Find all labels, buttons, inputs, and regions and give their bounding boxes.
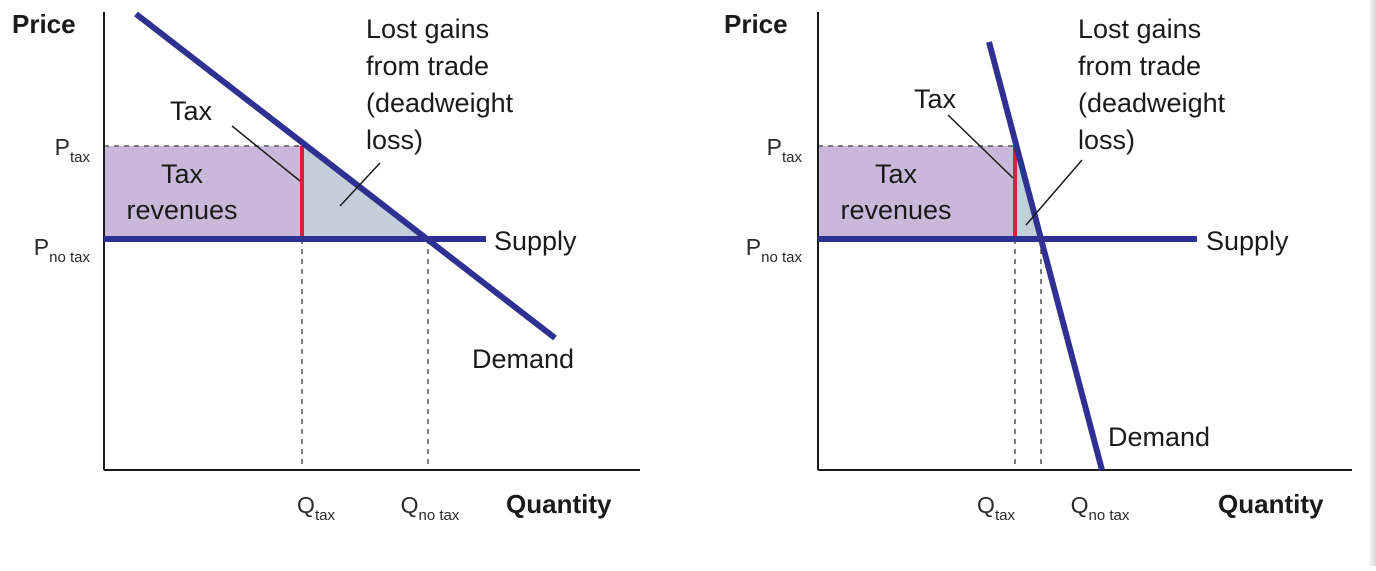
p-no-tax-label-sub: no tax xyxy=(761,249,802,266)
deadweight-leader-line xyxy=(339,162,381,207)
deadweight-loss-label-line: from trade xyxy=(366,51,489,81)
q-no-tax-label: Qno tax xyxy=(1071,492,1130,524)
q-tax-label-main: Q xyxy=(297,492,315,518)
deadweight-loss-label-line: Lost gains xyxy=(366,14,489,44)
supply-label: Supply xyxy=(494,226,577,256)
demand-label: Demand xyxy=(472,344,574,374)
q-no-tax-label: Qno tax xyxy=(401,492,460,524)
demand-curve xyxy=(134,11,557,341)
tax-label: Tax xyxy=(170,96,213,126)
y-axis-title: Price xyxy=(12,9,76,39)
q-tax-label-main: Q xyxy=(977,492,995,518)
demand-label: Demand xyxy=(1108,422,1210,452)
q-no-tax-label-main: Q xyxy=(401,492,419,518)
tax-revenues-label-line: revenues xyxy=(126,195,237,225)
right-edge-shadow xyxy=(1370,0,1376,566)
q-no-tax-label-sub: no tax xyxy=(419,507,460,524)
p-tax-label: Ptax xyxy=(55,134,91,166)
q-no-tax-label-main: Q xyxy=(1071,492,1089,518)
deadweight-loss-label-line: (deadweight xyxy=(366,88,514,118)
p-tax-label-main: P xyxy=(55,134,70,160)
demand-curve xyxy=(986,41,1105,471)
deadweight-loss-label-line: Lost gains xyxy=(1078,14,1201,44)
q-no-tax-label-sub: no tax xyxy=(1089,507,1130,524)
p-no-tax-label-main: P xyxy=(34,234,49,260)
p-no-tax-label-sub: no tax xyxy=(49,249,90,266)
p-tax-label-main: P xyxy=(767,134,782,160)
q-tax-label-sub: tax xyxy=(995,507,1016,524)
p-tax-label-sub: tax xyxy=(70,149,91,166)
tax-leader-line xyxy=(947,114,1014,179)
y-axis-title: Price xyxy=(724,9,788,39)
q-tax-label-sub: tax xyxy=(315,507,336,524)
deadweight-leader-line xyxy=(1025,159,1083,226)
p-no-tax-label-main: P xyxy=(746,234,761,260)
deadweight-loss-label-line: from trade xyxy=(1078,51,1201,81)
supply-label: Supply xyxy=(1206,226,1289,256)
deadweight-loss-label-line: (deadweight xyxy=(1078,88,1226,118)
p-no-tax-label: Pno tax xyxy=(746,234,803,266)
q-tax-label: Qtax xyxy=(297,492,335,524)
deadweight-loss-label-line: loss) xyxy=(366,125,423,155)
x-axis-title: Quantity xyxy=(1218,489,1324,519)
x-axis-title: Quantity xyxy=(506,489,612,519)
tax-revenues-label-line: revenues xyxy=(840,195,951,225)
tax-revenues-label-line: Tax xyxy=(875,159,918,189)
tax-revenue-area xyxy=(104,146,302,239)
p-tax-label-sub: tax xyxy=(782,149,803,166)
tax-revenue-area xyxy=(818,146,1015,239)
p-no-tax-label: Pno tax xyxy=(34,234,91,266)
p-tax-label: Ptax xyxy=(767,134,803,166)
tax-label: Tax xyxy=(914,84,957,114)
tax-revenues-label-line: Tax xyxy=(161,159,204,189)
deadweight-loss-label-line: loss) xyxy=(1078,125,1135,155)
tax-leader-line xyxy=(231,125,301,182)
q-tax-label: Qtax xyxy=(977,492,1015,524)
